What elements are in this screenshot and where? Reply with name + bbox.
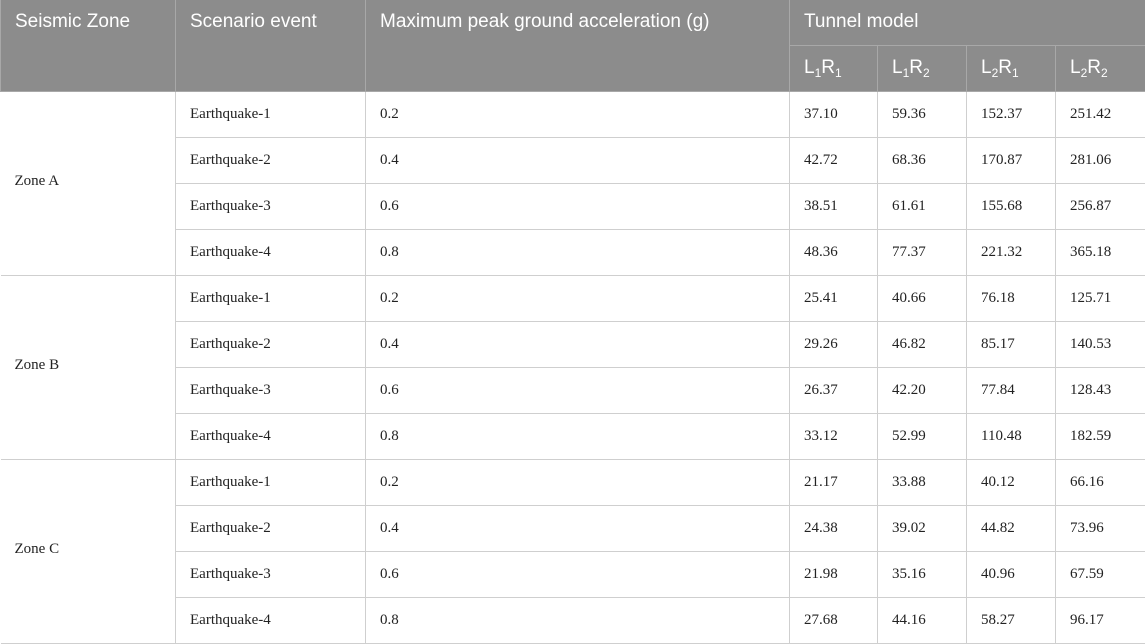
tunnel-model-value-cell: 44.16 [878,598,967,644]
header-max-pga: Maximum peak ground acceleration (g) [366,0,790,92]
header-tunnel-model: Tunnel model [790,0,1145,46]
tunnel-model-value-cell: 40.12 [967,460,1056,506]
pga-cell: 0.6 [366,552,790,598]
header-model-l2r2: L2R2 [1056,46,1145,92]
scenario-event-cell: Earthquake-4 [176,598,366,644]
tunnel-model-value-cell: 38.51 [790,184,878,230]
tunnel-model-value-cell: 26.37 [790,368,878,414]
tunnel-model-value-cell: 152.37 [967,92,1056,138]
tunnel-model-value-cell: 39.02 [878,506,967,552]
header-seismic-zone: Seismic Zone [1,0,176,92]
tunnel-model-value-cell: 140.53 [1056,322,1145,368]
tunnel-model-value-cell: 46.82 [878,322,967,368]
tunnel-model-value-cell: 27.68 [790,598,878,644]
tunnel-model-value-cell: 58.27 [967,598,1056,644]
tunnel-model-value-cell: 40.96 [967,552,1056,598]
tunnel-model-value-cell: 281.06 [1056,138,1145,184]
header-model-l1r1: L1R1 [790,46,878,92]
scenario-event-cell: Earthquake-3 [176,552,366,598]
header-scenario-event: Scenario event [176,0,366,92]
tunnel-model-value-cell: 21.17 [790,460,878,506]
tunnel-model-value-cell: 42.20 [878,368,967,414]
scenario-event-cell: Earthquake-1 [176,460,366,506]
tunnel-model-value-cell: 73.96 [1056,506,1145,552]
tunnel-model-value-cell: 40.66 [878,276,967,322]
tunnel-model-value-cell: 48.36 [790,230,878,276]
header-model-l1r2: L1R2 [878,46,967,92]
tunnel-model-value-cell: 42.72 [790,138,878,184]
scenario-event-cell: Earthquake-2 [176,322,366,368]
tunnel-model-value-cell: 25.41 [790,276,878,322]
tunnel-model-value-cell: 155.68 [967,184,1056,230]
tunnel-model-value-cell: 251.42 [1056,92,1145,138]
zone-cell: Zone B [1,276,176,460]
pga-cell: 0.8 [366,414,790,460]
tunnel-model-value-cell: 256.87 [1056,184,1145,230]
tunnel-model-value-cell: 33.12 [790,414,878,460]
scenario-event-cell: Earthquake-1 [176,92,366,138]
scenario-event-cell: Earthquake-2 [176,138,366,184]
zone-cell: Zone A [1,92,176,276]
pga-cell: 0.8 [366,230,790,276]
scenario-event-cell: Earthquake-4 [176,414,366,460]
tunnel-model-value-cell: 365.18 [1056,230,1145,276]
tunnel-model-value-cell: 128.43 [1056,368,1145,414]
tunnel-model-value-cell: 33.88 [878,460,967,506]
tunnel-model-value-cell: 44.82 [967,506,1056,552]
tunnel-model-value-cell: 76.18 [967,276,1056,322]
tunnel-model-value-cell: 66.16 [1056,460,1145,506]
pga-cell: 0.2 [366,276,790,322]
tunnel-model-value-cell: 77.84 [967,368,1056,414]
scenario-event-cell: Earthquake-3 [176,368,366,414]
tunnel-model-value-cell: 35.16 [878,552,967,598]
tunnel-model-value-cell: 67.59 [1056,552,1145,598]
tunnel-model-value-cell: 68.36 [878,138,967,184]
header-model-l2r1: L2R1 [967,46,1056,92]
tunnel-model-value-cell: 125.71 [1056,276,1145,322]
tunnel-model-value-cell: 21.98 [790,552,878,598]
tunnel-model-value-cell: 221.32 [967,230,1056,276]
tunnel-model-value-cell: 61.61 [878,184,967,230]
tunnel-model-value-cell: 24.38 [790,506,878,552]
scenario-event-cell: Earthquake-2 [176,506,366,552]
pga-cell: 0.4 [366,506,790,552]
tunnel-model-value-cell: 170.87 [967,138,1056,184]
tunnel-model-value-cell: 77.37 [878,230,967,276]
pga-cell: 0.8 [366,598,790,644]
tunnel-model-value-cell: 182.59 [1056,414,1145,460]
tunnel-model-value-cell: 59.36 [878,92,967,138]
pga-cell: 0.6 [366,184,790,230]
pga-cell: 0.2 [366,460,790,506]
tunnel-model-value-cell: 29.26 [790,322,878,368]
pga-cell: 0.4 [366,138,790,184]
tunnel-model-value-cell: 37.10 [790,92,878,138]
pga-cell: 0.4 [366,322,790,368]
scenario-event-cell: Earthquake-3 [176,184,366,230]
tunnel-model-value-cell: 110.48 [967,414,1056,460]
pga-cell: 0.6 [366,368,790,414]
tunnel-model-value-cell: 85.17 [967,322,1056,368]
tunnel-model-value-cell: 96.17 [1056,598,1145,644]
zone-cell: Zone C [1,460,176,644]
scenario-event-cell: Earthquake-1 [176,276,366,322]
table-header: Seismic Zone Scenario event Maximum peak… [1,0,1145,92]
scenario-event-cell: Earthquake-4 [176,230,366,276]
tunnel-model-value-cell: 52.99 [878,414,967,460]
pga-cell: 0.2 [366,92,790,138]
